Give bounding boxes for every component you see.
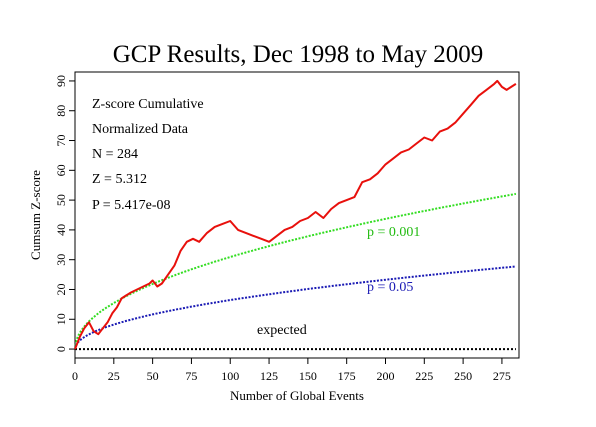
chart-title: GCP Results, Dec 1998 to May 2009: [113, 41, 484, 68]
x-axis-ticks: 0 25 50 75 100 125 150 175 200 225 250 275: [72, 358, 511, 383]
y-tick-label: 90: [54, 75, 68, 87]
x-tick-label: 175: [338, 369, 356, 383]
y-axis-ticks: 0 10 20 30 40 50 60 70 80 90: [54, 75, 75, 352]
label-p-05: p = 0.05: [367, 280, 413, 295]
label-expected: expected: [257, 323, 307, 338]
y-tick-label: 60: [54, 164, 68, 176]
annotation-data-type: Normalized Data: [92, 122, 189, 137]
annotation-z: Z = 5.312: [92, 172, 147, 187]
plot-frame: [74, 71, 520, 359]
x-tick-label: 250: [454, 369, 472, 383]
y-tick-label: 30: [54, 254, 68, 266]
y-tick-label: 80: [54, 105, 68, 117]
x-tick-label: 150: [299, 369, 317, 383]
x-tick-label: 50: [147, 369, 159, 383]
annotation-p: P = 5.417e-08: [92, 198, 171, 213]
y-tick-label: 10: [54, 313, 68, 325]
x-tick-label: 200: [376, 369, 394, 383]
series-line-cumsum-z: [74, 79, 517, 350]
x-tick-label: 275: [493, 369, 511, 383]
y-axis-label: Cumsum Z-score: [28, 170, 43, 260]
y-tick-label: 0: [54, 346, 68, 352]
x-axis-label: Number of Global Events: [230, 388, 364, 403]
x-tick-label: 75: [185, 369, 197, 383]
x-tick-label: 225: [415, 369, 433, 383]
x-tick-label: 25: [108, 369, 120, 383]
label-p-001: p = 0.001: [367, 225, 420, 240]
x-tick-label: 100: [221, 369, 239, 383]
y-tick-label: 40: [54, 224, 68, 236]
annotation-method: Z-score Cumulative: [92, 97, 204, 112]
series-line-p-0-05: [74, 265, 516, 350]
annotation-n: N = 284: [92, 147, 138, 162]
y-tick-label: 20: [54, 283, 68, 295]
series-line-p-0-001: [74, 192, 517, 350]
x-tick-label: 125: [260, 369, 278, 383]
y-tick-label: 50: [54, 194, 68, 206]
y-tick-label: 70: [54, 135, 68, 147]
x-tick-label: 0: [72, 369, 78, 383]
series-layer: [74, 79, 517, 351]
